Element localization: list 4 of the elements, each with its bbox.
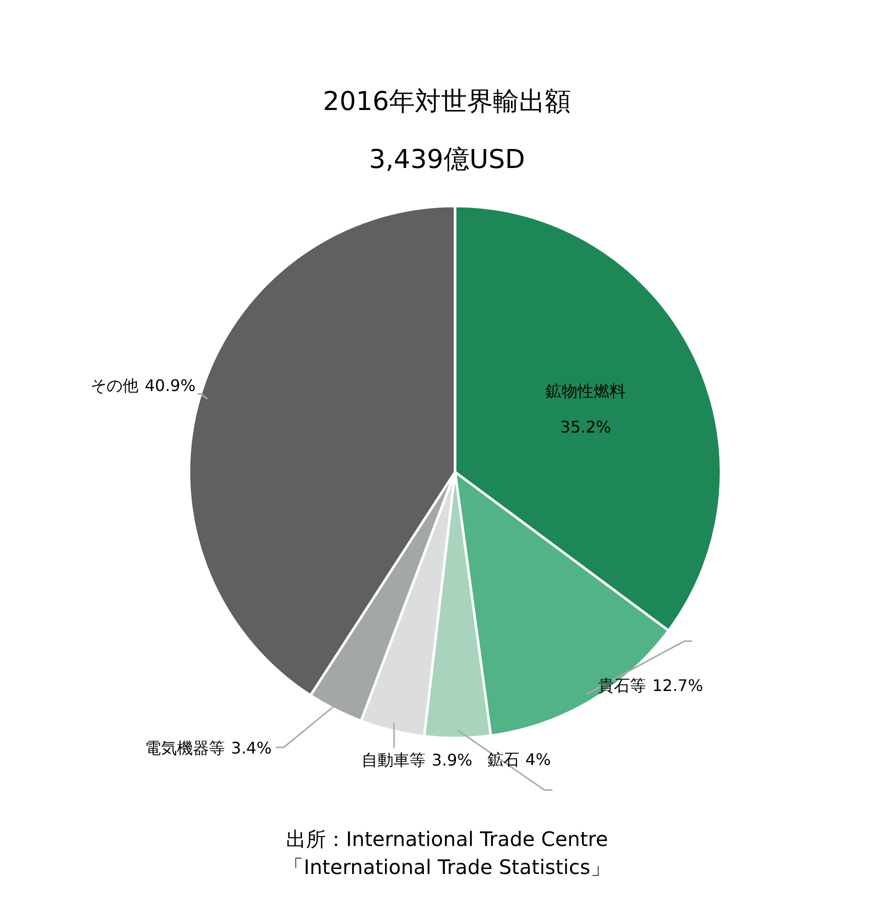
title: 2016年対世界輸出額	[322, 87, 572, 117]
subtitle: 3,439億USD	[369, 145, 525, 175]
annotation: 出所：International Trade Centre	[286, 827, 608, 851]
annotation: 「International Trade Statistics」	[284, 855, 610, 879]
